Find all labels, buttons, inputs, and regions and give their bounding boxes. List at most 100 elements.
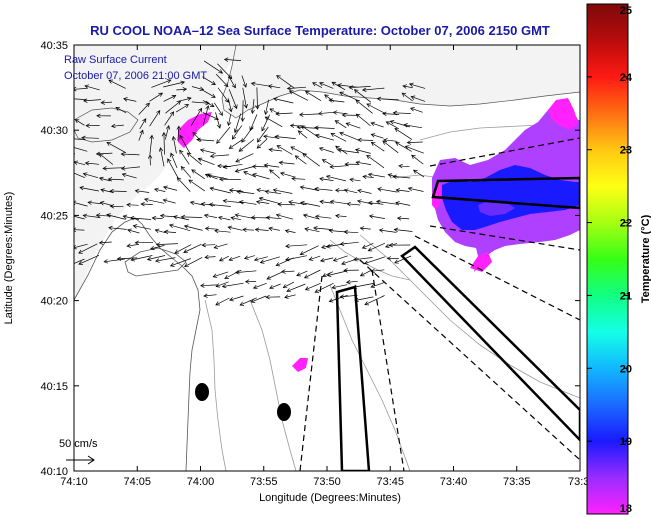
current-vector-head (204, 173, 210, 178)
current-vector-head (215, 301, 220, 306)
current-vector-head (410, 95, 416, 100)
current-vector-head (169, 262, 175, 267)
current-vector (131, 255, 153, 261)
current-vector (386, 121, 398, 129)
current-vector-head (302, 213, 308, 218)
current-vector (298, 130, 308, 139)
current-vector-head (213, 244, 219, 250)
current-vector-head (108, 225, 113, 231)
current-vector (149, 92, 163, 102)
current-vector-head (291, 176, 296, 181)
x-tick-label: 74:00 (187, 476, 215, 488)
current-vector-head (410, 107, 415, 112)
current-vector (398, 165, 410, 168)
current-vector (318, 111, 335, 115)
current-vector (295, 155, 307, 165)
current-vector-head (209, 103, 215, 107)
current-vector (191, 101, 210, 104)
current-vector-head (228, 107, 233, 113)
current-vector-head (343, 229, 348, 235)
current-vector-head (339, 294, 345, 299)
current-vector (285, 230, 296, 233)
current-vector-head (256, 187, 261, 193)
current-vector-head (123, 97, 128, 102)
current-vector-head (226, 121, 232, 127)
current-vector-head (269, 169, 274, 174)
current-vector (210, 187, 231, 194)
current-vector (356, 161, 372, 165)
x-tick-label: 73:50 (313, 476, 341, 488)
current-vector (214, 243, 228, 249)
current-vector (322, 159, 332, 166)
current-vector (314, 188, 333, 191)
current-vector (110, 205, 124, 208)
current-vector (315, 134, 335, 141)
current-vector (242, 100, 244, 122)
current-vector-head (276, 75, 281, 80)
current-vector-head (222, 198, 228, 204)
current-vector (203, 60, 223, 74)
current-vector-head (110, 123, 116, 129)
current-vector-head (334, 187, 340, 193)
current-vector-head (126, 243, 132, 248)
current-vector (362, 87, 385, 91)
current-vector-head (355, 160, 361, 165)
current-vector-head (275, 111, 280, 117)
current-vector-head (409, 82, 414, 87)
current-vector-head (134, 240, 140, 246)
current-vector-head (254, 227, 260, 232)
current-vector-head (300, 125, 306, 130)
current-vector (121, 153, 140, 156)
current-vector (141, 203, 153, 205)
current-vector (215, 297, 230, 306)
current-vector (287, 86, 307, 89)
current-vector-head (218, 111, 223, 117)
current-vector (405, 145, 424, 154)
current-vector-head (288, 200, 293, 205)
colorbar-label: Temperature (°C) (640, 214, 651, 303)
current-vector (228, 226, 243, 231)
current-vector-head (227, 225, 233, 230)
current-vector-head (300, 200, 305, 206)
current-vector-head (179, 134, 184, 140)
scale-label: 50 cm/s (59, 438, 98, 450)
current-vector (127, 244, 139, 247)
current-vector-head (149, 245, 155, 251)
current-vector (59, 139, 74, 141)
current-vector (229, 189, 244, 192)
current-vector-head (161, 131, 167, 137)
current-vector (241, 126, 254, 143)
current-vector-head (106, 213, 111, 218)
current-vector-head (341, 260, 346, 266)
current-vector (164, 231, 177, 233)
current-vector (74, 258, 85, 264)
current-vector (283, 281, 295, 288)
current-vector (106, 214, 126, 220)
current-vector (330, 200, 348, 205)
current-vector-head (221, 283, 227, 289)
y-axis-label: Latitude (Degrees:Minutes) (3, 192, 15, 325)
current-vector-head (304, 227, 309, 232)
current-vector-head (120, 166, 126, 171)
current-vector (54, 229, 72, 232)
current-vector-head (331, 81, 337, 86)
current-vector-head (314, 125, 319, 130)
current-vector-head (234, 213, 240, 218)
current-vector (346, 122, 361, 129)
current-vector-head (269, 284, 274, 290)
current-vector-head (264, 189, 270, 195)
current-vector-head (404, 145, 410, 150)
current-vector (390, 120, 411, 128)
current-vector (151, 79, 171, 88)
current-vector (110, 190, 127, 192)
current-vector-head (377, 187, 382, 192)
current-vector-head (215, 283, 221, 288)
current-vector-head (204, 254, 209, 260)
current-vector (285, 244, 308, 247)
current-vector (135, 241, 154, 244)
current-vector-head (238, 147, 244, 152)
current-vector-head (74, 119, 80, 124)
long-island (221, 45, 580, 119)
current-vector (299, 113, 320, 116)
current-vector-head (370, 121, 376, 126)
